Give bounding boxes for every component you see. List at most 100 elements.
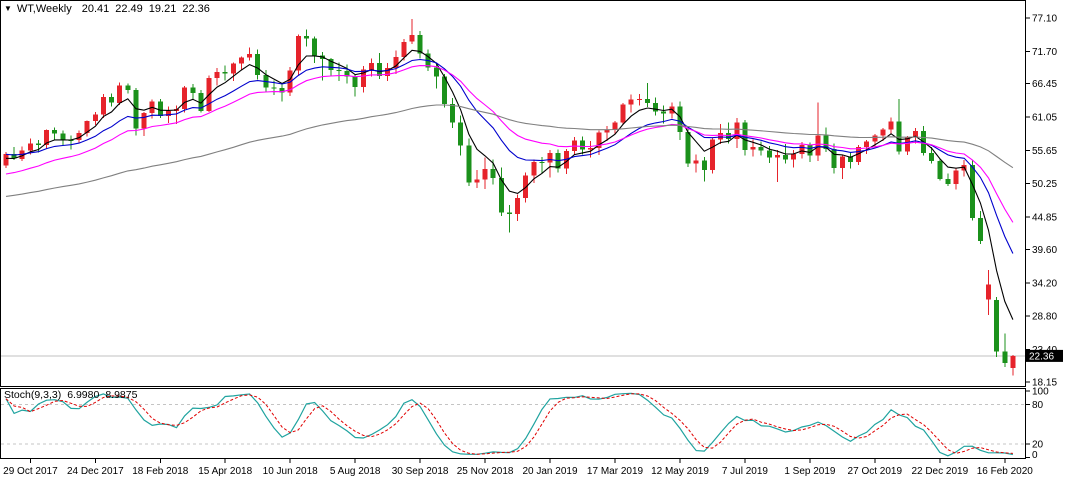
date-tick-label: 22 Dec 2019 [911, 466, 968, 477]
date-tick-label: 16 Feb 2020 [977, 466, 1034, 477]
date-tick-label: 17 Mar 2019 [587, 466, 644, 477]
candle [628, 94, 634, 113]
candle [661, 105, 667, 124]
ohlc-collapse-icon[interactable]: ▼ [4, 4, 12, 13]
candle [52, 127, 58, 141]
stoch-scale-label: 100 [1032, 387, 1049, 398]
candle [977, 211, 983, 244]
candle [92, 111, 98, 125]
indicator-panel[interactable] [0, 388, 1026, 459]
candle [222, 65, 228, 81]
ma-fast-line [5, 49, 1014, 320]
close-value: 22.36 [182, 3, 210, 15]
candle [693, 154, 699, 173]
candle [239, 56, 244, 71]
candle [547, 150, 553, 178]
main-chart-panel[interactable] [0, 0, 1026, 387]
candle [580, 136, 585, 155]
candle [393, 50, 399, 75]
candle [303, 29, 309, 47]
candle [312, 36, 318, 64]
candle [344, 64, 350, 84]
candle [442, 74, 447, 108]
candle [474, 169, 480, 188]
price-tick-label: 66.45 [1032, 79, 1057, 90]
stoch-scale-label: 80 [1032, 400, 1044, 411]
candle [60, 130, 66, 146]
candle [653, 97, 659, 116]
low-value: 19.21 [148, 3, 177, 15]
candle [360, 66, 366, 93]
candle [36, 140, 41, 153]
price-tick-label: 39.60 [1032, 245, 1057, 256]
candle [864, 140, 870, 154]
stochastic-d-value: 8.9875 [105, 389, 138, 401]
open-value: 20.41 [81, 3, 110, 15]
candle [117, 82, 123, 105]
date-tick-label: 29 Oct 2017 [3, 466, 58, 477]
candle [133, 87, 139, 136]
date-tick-label: 12 May 2019 [651, 466, 709, 477]
stoch-scale-label: 0 [1032, 450, 1038, 461]
symbol-period-label: WT,Weekly [16, 3, 72, 15]
candles-layer [3, 19, 1016, 376]
candle [929, 147, 935, 164]
candle [482, 157, 488, 189]
ohlc-info-bar: ▼ WT,Weekly 20.41 22.49 19.21 22.36 [4, 2, 216, 16]
candle [701, 156, 707, 182]
date-tick-label: 18 Feb 2018 [132, 466, 189, 477]
candle [709, 137, 715, 174]
candle [937, 158, 943, 181]
date-tick-label: 24 Dec 2017 [67, 466, 124, 477]
candle [458, 115, 464, 156]
stoch-d-line [5, 393, 1013, 455]
candle [774, 150, 780, 183]
date-tick-label: 10 Jun 2018 [263, 466, 318, 477]
candle [880, 127, 886, 141]
candle [11, 147, 17, 160]
time-axis[interactable]: 29 Oct 2017 24 Dec 2017 18 Feb 2018 15 Apr … [3, 458, 1034, 478]
candle [539, 156, 545, 174]
current-price-badge [1026, 349, 1063, 362]
candle [604, 126, 610, 141]
date-tick-label: 5 Aug 2018 [330, 466, 381, 477]
candle [385, 63, 391, 81]
candle [1010, 355, 1016, 376]
candle [401, 39, 407, 61]
price-axis[interactable]: 77.10 71.70 66.45 61.05 55.65 50.25 44.85 39.60… [1025, 14, 1064, 462]
current-price-badge-label: 22.36 [1029, 351, 1054, 362]
date-tick-label: 27 Oct 2019 [848, 466, 903, 477]
price-tick-label: 28.80 [1032, 312, 1057, 323]
candle [230, 62, 236, 81]
candle [815, 102, 821, 162]
candle [506, 205, 512, 233]
candle [141, 111, 147, 136]
price-tick-label: 71.70 [1032, 47, 1057, 58]
price-tick-label: 50.25 [1032, 179, 1057, 190]
candle [100, 93, 106, 118]
candle [994, 297, 1000, 357]
candle [839, 155, 845, 180]
price-tick-label: 77.10 [1032, 14, 1057, 25]
date-tick-label: 25 Nov 2018 [457, 466, 514, 477]
stoch-scale-label: 20 [1032, 440, 1044, 451]
price-tick-label: 18.15 [1032, 377, 1057, 388]
candle [645, 82, 650, 107]
candle [791, 150, 797, 168]
ma-mid-line [5, 58, 1014, 254]
candle [214, 68, 220, 86]
candle [515, 194, 521, 222]
candle [718, 124, 724, 144]
candle [198, 90, 204, 113]
date-tick-label: 30 Sep 2018 [392, 466, 449, 477]
date-tick-label: 15 Apr 2018 [198, 466, 252, 477]
stochastic-info-bar: Stoch(9,3,3) 6.9980 8.9875 [4, 389, 137, 401]
candle [888, 117, 894, 135]
candle [734, 118, 740, 149]
candle [255, 49, 261, 80]
candle [336, 62, 342, 81]
stochastic-label: Stoch(9,3,3) [4, 389, 62, 401]
